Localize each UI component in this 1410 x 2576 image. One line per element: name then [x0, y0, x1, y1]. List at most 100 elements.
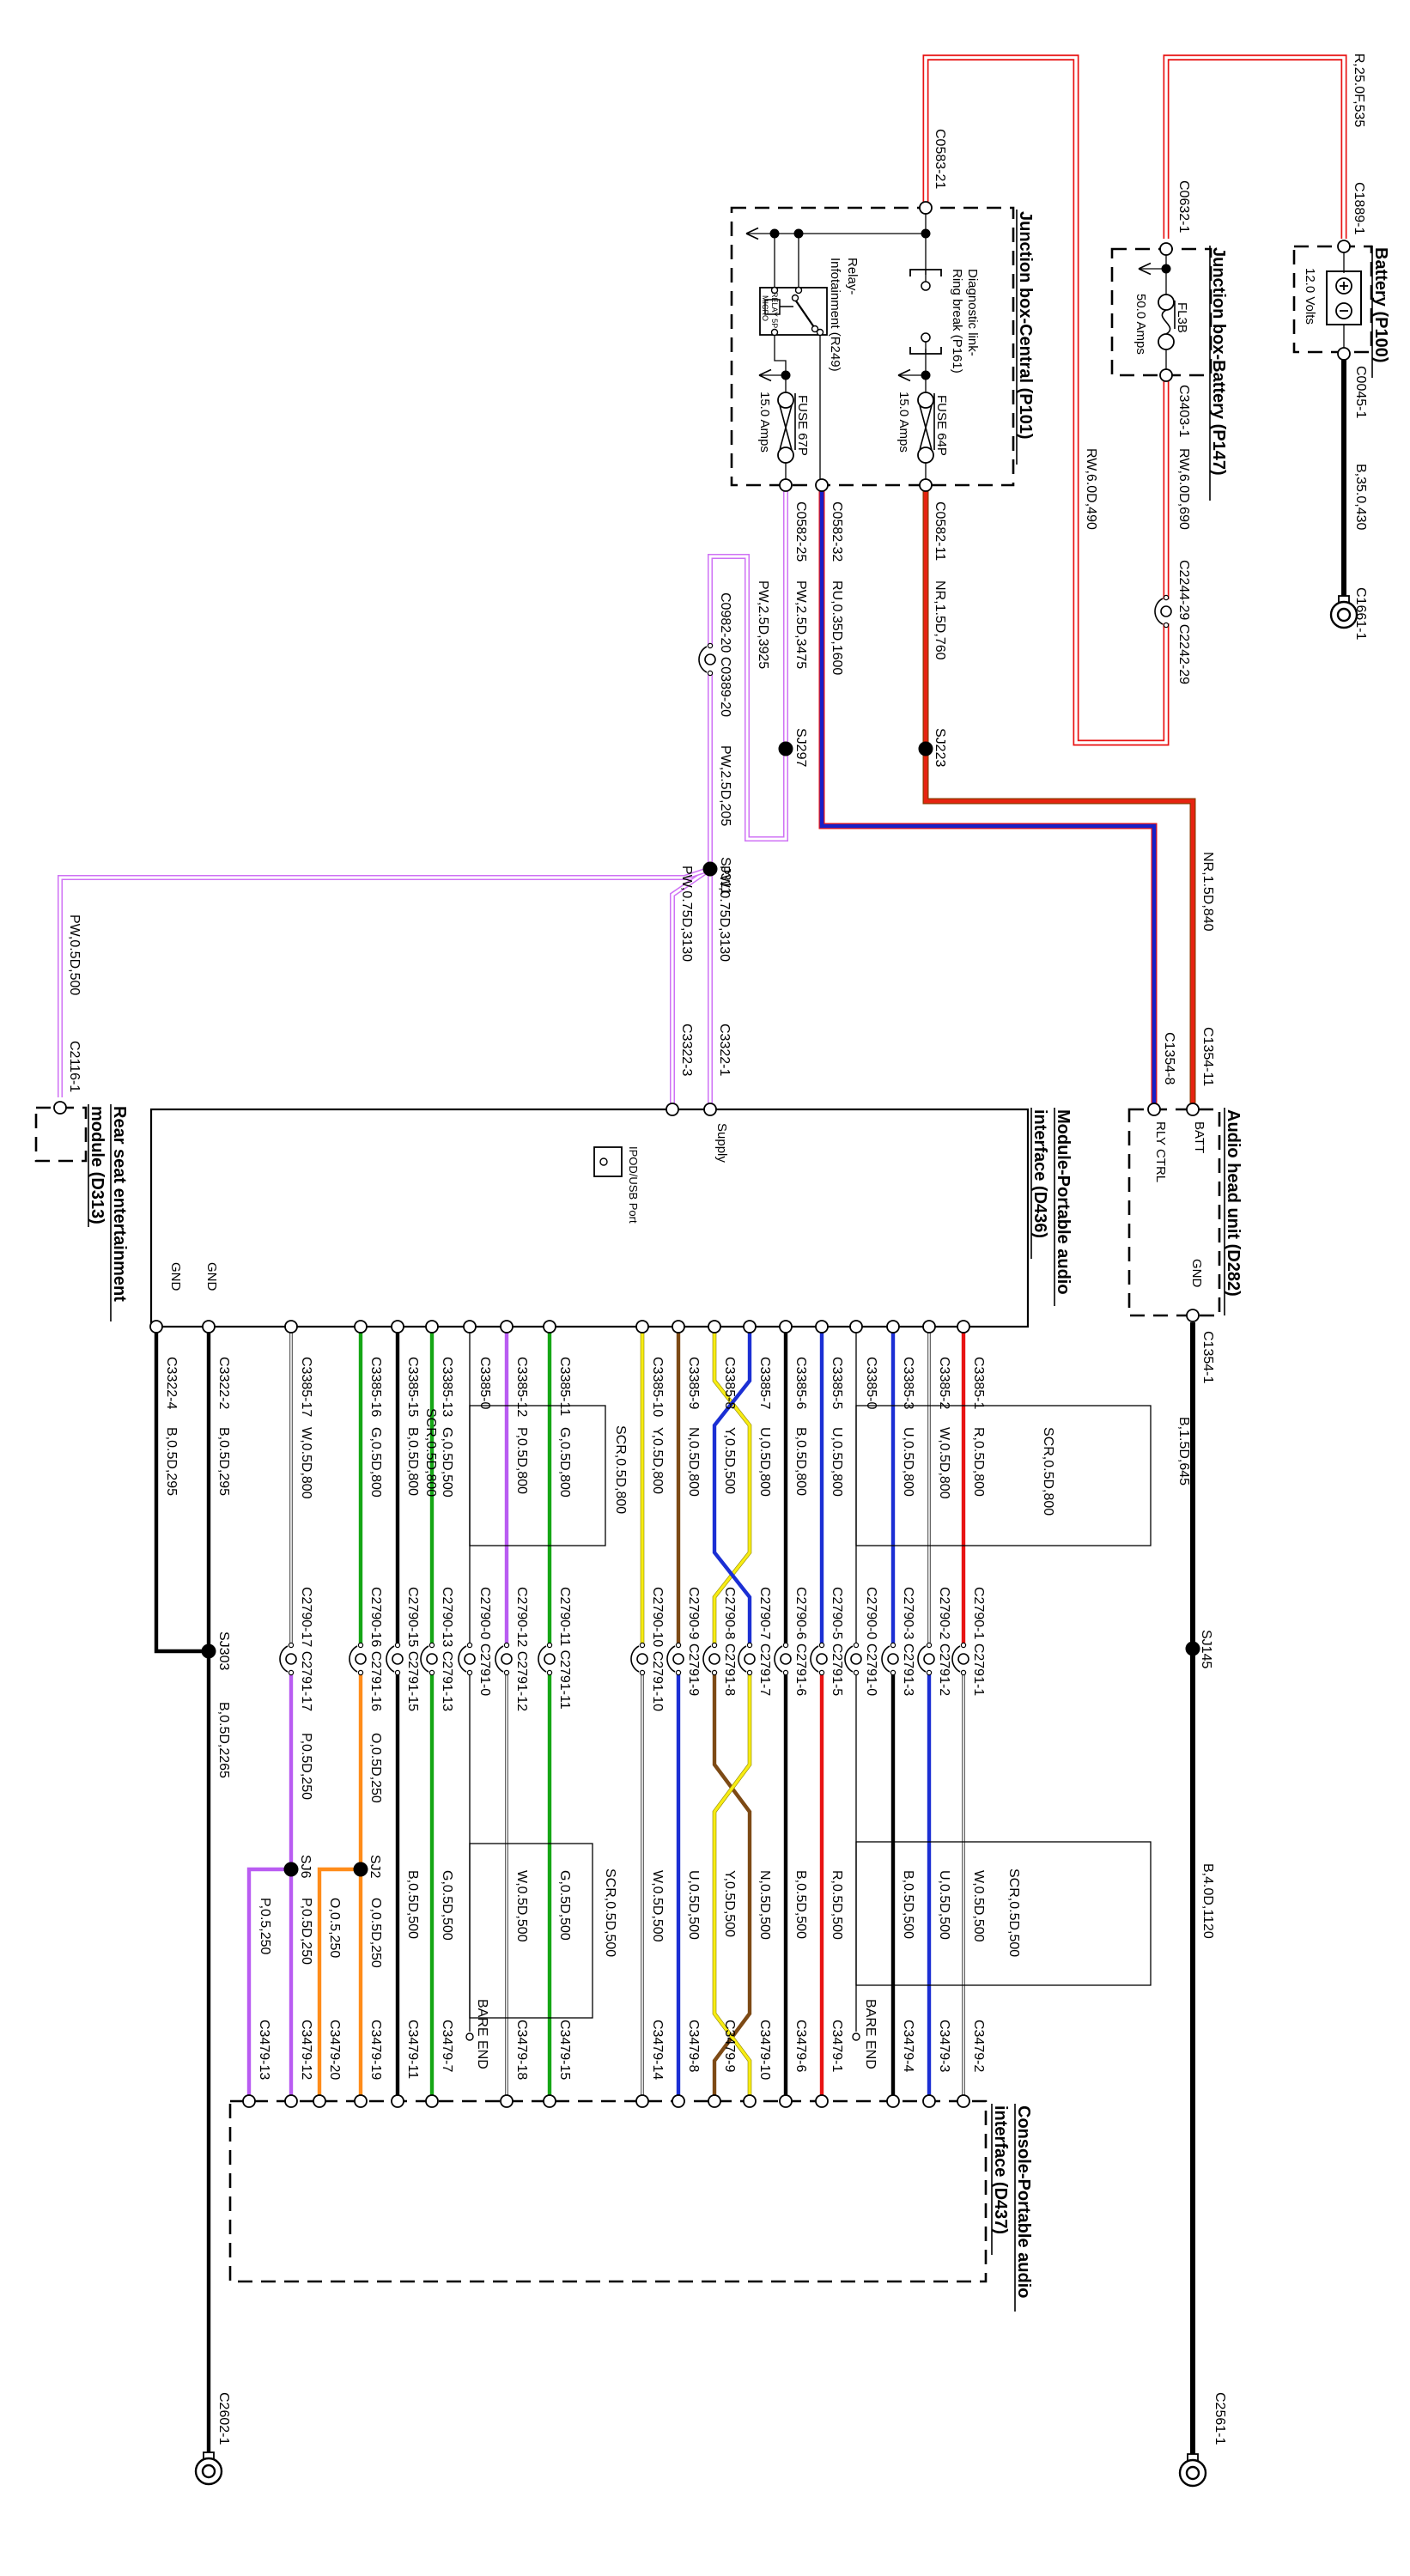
label: C3385-0 [477, 1357, 492, 1409]
shield-box [855, 1405, 1152, 1546]
label: PW,0.75D,3130 [679, 866, 694, 962]
label: C3385-12 [514, 1357, 529, 1417]
label: C2790-10 C2791-10 [650, 1587, 665, 1711]
connector-pin [354, 1320, 368, 1334]
inline-connector-arc [810, 1645, 819, 1673]
fuse-64p [917, 447, 934, 464]
ring-break-contact [921, 281, 931, 291]
connector-pin [919, 478, 933, 492]
label: SJ303 [216, 1631, 231, 1670]
offpage-arrow-icon [1138, 262, 1152, 270]
wire-segment [154, 1333, 209, 1654]
label: BATT [1192, 1121, 1206, 1153]
label: R,0.5D,500 [830, 1870, 844, 1940]
label: Junction box-Battery (P147) [1209, 247, 1228, 476]
connector-pin [500, 1320, 514, 1334]
connector-pin [779, 1320, 793, 1334]
label: C2790-17 C2791-17 [299, 1587, 313, 1711]
label: PW,0.75D,3130 [717, 866, 732, 962]
label: C2790-0 C2791-0 [864, 1587, 878, 1696]
label: B,0.5D,2265 [216, 1702, 231, 1778]
label: PW,2.5D,3475 [793, 580, 808, 669]
label: W,0.5D,500 [971, 1870, 986, 1942]
label: SCR,0.5D,800 [1041, 1427, 1055, 1516]
label: SCR,0.5D,800 [423, 1408, 438, 1497]
connector-pin [886, 2094, 900, 2108]
junction-dot [769, 228, 780, 239]
label: C0582-11 [933, 501, 947, 561]
inline-connector-arc [844, 1645, 854, 1673]
label: G,0.5D,800 [368, 1427, 383, 1498]
label: C3322-4 [164, 1357, 179, 1409]
label: C0632-1 [1176, 180, 1191, 233]
label: RELAY 5P [770, 292, 779, 328]
label: C3322-2 [216, 1357, 231, 1409]
label: Supply [714, 1123, 729, 1163]
component-box-module-portable-audio-d436 [149, 1108, 1030, 1328]
label: Y,0.5D,800 [650, 1427, 665, 1494]
inline-connector-dot [926, 1669, 933, 1676]
component-box-battery-p100 [1292, 245, 1373, 354]
label: B,0.5D,500 [793, 1870, 808, 1939]
label: Ring break (P161) [950, 269, 964, 374]
label: C3385-8 [722, 1357, 737, 1409]
wire-segment [774, 335, 787, 375]
inline-connector-dot [428, 1669, 435, 1676]
label: R,0.5D,800 [971, 1427, 986, 1497]
fuse-64p [917, 392, 934, 409]
label: W,0.5D,500 [514, 1870, 529, 1942]
label: C3385-3 [901, 1357, 915, 1409]
inline-connector-dot [853, 1642, 860, 1649]
label: Relay- [845, 258, 860, 295]
label: C3385-0 [864, 1357, 878, 1409]
label: C0583-21 [933, 129, 947, 189]
inline-connector [780, 1653, 792, 1665]
label: C3479-4 [901, 2020, 915, 2072]
inline-connector-dot [466, 1642, 473, 1649]
wire-segment [924, 56, 1168, 744]
offpage-arrow-icon [745, 233, 759, 240]
label: C2790-2 C2791-2 [937, 1587, 951, 1696]
label: C2602-1 [216, 2392, 231, 2445]
relay-pin [811, 325, 819, 333]
label: U,0.5D,800 [830, 1427, 844, 1497]
inline-connector-arc [349, 1645, 358, 1673]
inline-connector-arc [386, 1645, 395, 1673]
inline-connector [544, 1653, 556, 1665]
wire-segment [819, 491, 1157, 1105]
inline-connector-arc [951, 1645, 961, 1673]
label: C3385-6 [793, 1357, 808, 1409]
connector-pin [849, 1320, 863, 1334]
label: C3385-16 [368, 1357, 383, 1417]
label: C2790-15 C2791-15 [405, 1587, 420, 1711]
junction-dot [921, 370, 931, 380]
label: O,0.5D,250 [368, 1733, 383, 1803]
wire-segment [712, 1333, 752, 1647]
ipod-usb-port-pin [599, 1157, 608, 1166]
label: C2561-1 [1212, 2392, 1227, 2445]
label: Module-Portable audio [1054, 1109, 1073, 1295]
inline-connector [464, 1653, 476, 1665]
splice-sj145 [1185, 1641, 1200, 1656]
inline-connector [744, 1653, 756, 1665]
inline-connector-dot [890, 1642, 896, 1649]
component-box-console-portable-audio-d437 [228, 2099, 988, 2283]
connector-pin [1159, 242, 1173, 256]
fuse-67p [777, 447, 794, 464]
label: C3479-12 [299, 2020, 313, 2080]
connector-pin [708, 1320, 721, 1334]
inline-connector-arc [738, 1645, 747, 1673]
inline-connector-dot [675, 1669, 682, 1676]
label: FL3B [1175, 302, 1189, 333]
label: interface (D436) [1030, 1109, 1049, 1238]
splice-sj2 [353, 1862, 368, 1877]
label: C0582-32 [830, 501, 844, 562]
relay-pin [770, 328, 779, 337]
label: module (D313) [88, 1106, 106, 1224]
label: 15.0 Amps [757, 392, 772, 453]
label: C3479-18 [514, 2020, 529, 2080]
ground-c1661-1-inner [1336, 607, 1352, 623]
label: U,0.5D,500 [937, 1870, 951, 1940]
label: C3479-15 [557, 2020, 572, 2080]
